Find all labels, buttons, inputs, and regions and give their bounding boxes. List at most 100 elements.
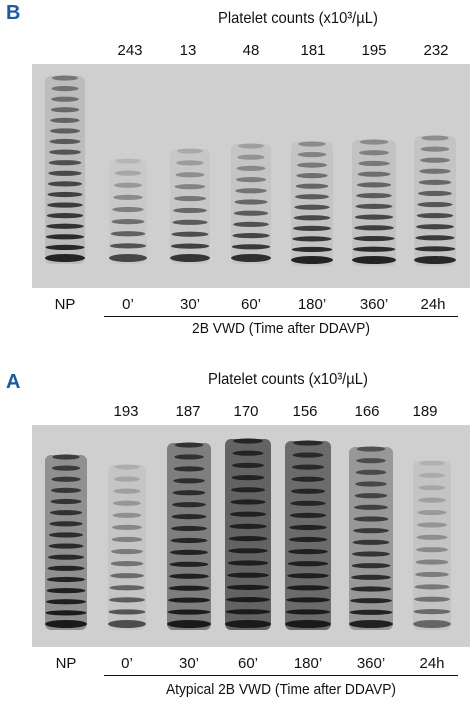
gel-band — [291, 476, 325, 482]
gel-band — [232, 450, 264, 456]
gel-band — [112, 524, 142, 530]
gel-band — [289, 512, 327, 518]
gel-band — [45, 234, 85, 240]
gel-band — [356, 446, 386, 452]
gel-band — [296, 173, 328, 179]
gel-band — [50, 107, 80, 113]
platelet-count: 189 — [412, 403, 438, 420]
gel-band — [171, 514, 207, 520]
gel-band — [229, 511, 267, 517]
caption: Atypical 2B VWD (Time after DDAVP) — [165, 681, 397, 698]
gel-band — [225, 609, 271, 615]
gel-lane — [45, 75, 85, 264]
gel-band — [419, 460, 445, 466]
gel-band — [45, 254, 85, 262]
gel-band — [49, 521, 83, 527]
gel-band — [289, 524, 327, 531]
gel-band — [227, 560, 269, 566]
gel-band — [417, 201, 453, 208]
gel-band — [357, 171, 391, 177]
platelet-count: 166 — [354, 403, 380, 420]
gel-band — [349, 620, 393, 628]
gel-band — [47, 181, 83, 187]
timeline-bracket — [104, 675, 458, 676]
lane-label: NP — [55, 655, 77, 672]
gel-band — [45, 610, 87, 616]
gel-bands — [45, 75, 456, 266]
gel-band — [172, 219, 208, 225]
gel-band — [355, 481, 387, 487]
gel-band — [286, 585, 330, 591]
gel-band — [231, 254, 271, 262]
gel-band — [45, 599, 87, 605]
platelet-counts-title: Platelet counts (x10³/µL) — [208, 371, 368, 388]
lane-label: 60’ — [237, 655, 259, 672]
platelet-count: 187 — [175, 403, 201, 420]
gel-band — [47, 554, 85, 560]
gel-band — [226, 597, 270, 603]
gel-band — [417, 509, 447, 516]
gel-band — [291, 256, 333, 264]
gel-band — [232, 233, 270, 239]
gel-band — [351, 574, 391, 580]
lane-smear — [167, 443, 211, 630]
gel-band — [110, 231, 146, 237]
lane-smear — [291, 142, 333, 266]
gel-band — [413, 620, 451, 628]
gel-band — [177, 148, 203, 154]
platelet-count: 13 — [179, 42, 197, 59]
gel-band — [287, 573, 329, 579]
gel-lane — [291, 141, 333, 266]
gel-band — [47, 191, 83, 198]
platelet-count: 156 — [292, 403, 318, 420]
lane-smear — [225, 439, 271, 630]
gel-band — [418, 497, 446, 503]
gel-band — [295, 183, 329, 189]
gel-band — [114, 476, 140, 482]
gel-band — [297, 162, 327, 168]
gel-band — [291, 464, 325, 470]
gel-lane — [413, 460, 451, 630]
gel-band — [353, 235, 395, 242]
gel-band — [288, 549, 328, 555]
gel-band — [48, 170, 82, 176]
gel-band — [230, 487, 266, 493]
gel-band — [50, 117, 80, 123]
gel-band — [416, 213, 454, 219]
gel-band — [51, 465, 81, 471]
gel-band — [230, 499, 266, 505]
lane-label: 360’ — [356, 655, 386, 672]
lane-smear — [285, 441, 331, 630]
gel-band — [356, 458, 386, 464]
gel-band — [414, 596, 450, 602]
panel-a: A Platelet counts (x10³/µL) 193 187 170 … — [0, 365, 474, 711]
gel-band — [52, 75, 78, 81]
gel-band — [354, 493, 388, 499]
gel-band — [231, 462, 265, 468]
gel-band — [111, 548, 143, 555]
platelet-counts-row: 243 13 48 181 195 232 — [0, 42, 474, 62]
gel-band — [235, 188, 267, 194]
lane-smear — [349, 447, 393, 630]
gel-band — [114, 170, 142, 176]
gel-band — [170, 549, 208, 555]
gel-band — [285, 620, 331, 628]
gel-band — [169, 573, 209, 579]
lane-label: 0’ — [121, 655, 133, 672]
gel-band — [167, 609, 211, 615]
gel-band — [168, 585, 210, 591]
gel-band — [227, 572, 269, 578]
gel-lane — [109, 158, 147, 262]
gel-band — [113, 488, 141, 494]
gel-band — [109, 585, 145, 591]
lane-labels: NP 0’ 30’ 60’ 180’ 360’ 24h — [0, 655, 474, 675]
gel-band — [352, 246, 396, 252]
lane-label: NP — [54, 296, 76, 313]
gel-band — [48, 160, 82, 166]
gel-band — [414, 246, 456, 252]
gel-band — [170, 537, 208, 544]
gel-band — [292, 236, 332, 242]
gel-band — [291, 246, 333, 253]
lane-label: 360’ — [359, 296, 389, 313]
gel-image — [32, 64, 470, 288]
